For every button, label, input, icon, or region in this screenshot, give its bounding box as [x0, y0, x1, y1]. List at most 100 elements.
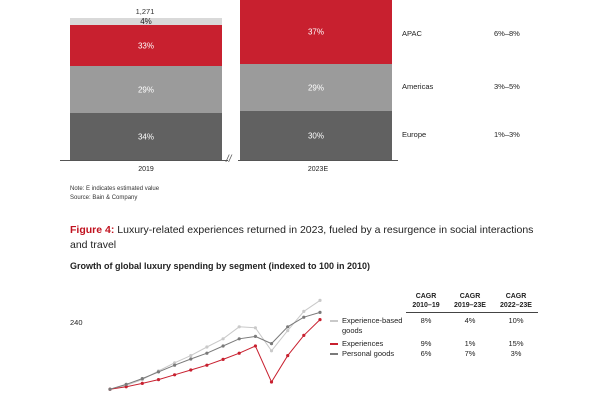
cagr-value: 4%	[464, 316, 476, 325]
series-point	[205, 351, 209, 355]
cagr-header-line2: 2022–23E	[500, 302, 532, 309]
series-point	[302, 309, 306, 313]
series-point	[205, 345, 209, 349]
cagr-value: 3%	[510, 349, 522, 358]
legend-label: Experience-based	[342, 316, 403, 325]
legend-swatch	[330, 320, 338, 322]
segment-label: 34%	[137, 132, 154, 141]
series-point	[173, 373, 177, 377]
bar-2019: 4% 33% 29% 34%	[70, 17, 222, 160]
series-point	[205, 363, 209, 367]
series-point	[237, 337, 241, 341]
series-point	[286, 325, 290, 329]
bar-segment-americas: 29%	[240, 64, 392, 111]
legend-label-cont: goods	[342, 326, 363, 335]
series-point	[189, 368, 193, 372]
region-label-americas: Americas	[402, 82, 434, 91]
series-point	[302, 315, 306, 319]
region-label-apac: APAC	[402, 29, 422, 38]
bar-segment-americas: 29%	[70, 66, 222, 113]
legend-label: Experiences	[342, 339, 384, 348]
cagr-header-line2: 2010–19	[412, 302, 440, 309]
series-point	[253, 344, 257, 348]
series-point	[269, 349, 274, 353]
cagr-value: 8%	[420, 316, 432, 325]
legend-row-experiences: Experiences 9% 1% 15%	[330, 339, 540, 351]
segment-label: 33%	[137, 41, 154, 50]
segment-label: 29%	[307, 83, 324, 92]
cagr-value: 7%	[464, 349, 476, 358]
baseline-left	[60, 160, 228, 161]
chart-source: Source: Bain & Company	[70, 195, 138, 201]
cagr-header: CAGR 2010–19	[406, 292, 446, 310]
series-point	[221, 337, 225, 341]
y-tick-label: 240	[70, 318, 83, 327]
cagr-value: 1%	[464, 339, 476, 348]
cagr-value: 10%	[508, 316, 524, 325]
series-point	[189, 354, 193, 358]
region-range-apac: 6%–8%	[494, 29, 520, 38]
cagr-header-rule	[406, 312, 538, 313]
series-point	[237, 351, 241, 355]
series-point	[173, 363, 177, 367]
cagr-value: 9%	[420, 339, 432, 348]
axis-break: //	[226, 154, 232, 165]
series-point	[189, 357, 193, 361]
cagr-header-line1: CAGR	[505, 293, 527, 300]
series-line	[109, 299, 321, 390]
legend-swatch	[330, 343, 338, 345]
series-point	[318, 310, 322, 314]
cagr-header: CAGR 2022–23E	[494, 292, 538, 310]
series-point	[221, 357, 225, 361]
x-tick-label: 2023E	[307, 166, 329, 173]
cagr-header-line1: CAGR	[459, 293, 481, 300]
series-point	[124, 382, 128, 386]
legend-row-experience-based-goods: Experience-based goods 8% 4% 10%	[330, 316, 540, 336]
region-range-americas: 3%–5%	[494, 82, 520, 91]
region-range-europe: 1%–3%	[494, 130, 520, 139]
series-point	[318, 318, 322, 322]
series-point	[286, 329, 290, 333]
cagr-value: 15%	[508, 339, 524, 348]
bar-segment-other: 4%	[70, 17, 222, 26]
bar-2023e: 37% 29% 30%	[240, 0, 392, 160]
legend-swatch	[330, 353, 338, 355]
segment-label: 4%	[140, 17, 152, 26]
chart-title: Growth of global luxury spending by segm…	[70, 261, 371, 271]
series-point	[237, 325, 241, 329]
series-point	[108, 387, 112, 391]
figure-label: Figure 4:	[70, 224, 115, 236]
series-point	[286, 354, 290, 358]
series-point	[253, 334, 257, 338]
x-tick-label: 2019	[138, 166, 154, 173]
series-point	[302, 333, 306, 337]
segment-label: 29%	[137, 85, 154, 94]
legend-row-personal-goods: Personal goods 6% 7% 3%	[330, 349, 540, 361]
bar-segment-europe: 34%	[70, 113, 222, 160]
segment-label: 30%	[307, 131, 324, 140]
cagr-header: CAGR 2019–23E	[449, 292, 491, 310]
series-point	[253, 326, 257, 330]
series-point	[124, 385, 128, 389]
segment-label: 37%	[307, 27, 324, 37]
baseline-right	[238, 160, 398, 161]
series-line	[109, 311, 321, 390]
figure-caption-text: Luxury-related experiences returned in 2…	[70, 224, 534, 251]
series-point	[221, 344, 225, 348]
legend-label: Personal goods	[342, 349, 395, 358]
series-point	[269, 342, 274, 346]
series-point	[140, 377, 144, 381]
chart-note: Note: E indicates estimated value	[70, 186, 160, 192]
series-point	[318, 298, 322, 302]
series-point	[156, 370, 161, 374]
series-point	[173, 361, 177, 365]
bar-total-label: 1,271	[135, 7, 155, 16]
figure-caption: Figure 4: Luxury-related experiences ret…	[70, 223, 540, 253]
series-point	[140, 381, 144, 385]
series-point	[269, 380, 274, 384]
bar-segment-apac: 37%	[240, 0, 392, 64]
cagr-value: 6%	[420, 349, 432, 358]
bar-segment-apac: 33%	[70, 25, 222, 66]
cagr-header-line2: 2019–23E	[454, 302, 486, 309]
